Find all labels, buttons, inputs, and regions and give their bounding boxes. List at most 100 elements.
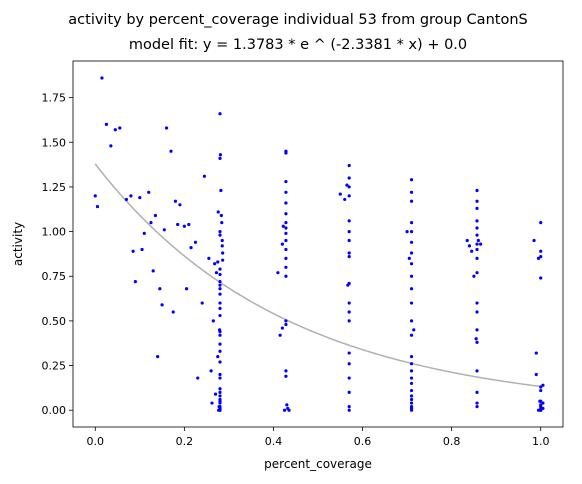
data-point	[218, 376, 222, 380]
data-point	[475, 199, 479, 203]
data-point	[475, 310, 479, 314]
data-point	[147, 190, 151, 194]
data-point	[347, 163, 351, 168]
data-point	[218, 360, 222, 364]
data-point	[409, 190, 414, 194]
data-point	[407, 256, 411, 260]
data-point	[218, 229, 222, 234]
data-point	[140, 247, 144, 252]
data-point	[475, 405, 479, 409]
data-point	[218, 301, 222, 305]
data-point	[285, 403, 289, 407]
data-point	[284, 369, 288, 373]
data-point	[409, 376, 414, 380]
x-tick-label: 0.2	[176, 435, 194, 448]
data-point	[218, 156, 222, 160]
fit-curve	[94, 163, 541, 388]
data-point	[218, 390, 222, 394]
data-point	[284, 226, 288, 230]
data-point	[409, 388, 414, 393]
data-point	[209, 369, 213, 373]
y-tick-label: 0.00	[42, 404, 67, 417]
data-point	[465, 238, 469, 243]
data-point	[218, 287, 222, 291]
data-point	[104, 122, 109, 127]
data-point	[133, 280, 137, 284]
y-tick-label: 1.25	[42, 181, 67, 194]
data-point	[347, 254, 351, 259]
data-point	[219, 213, 223, 218]
data-point	[409, 401, 414, 405]
chart-title: activity by percent_coverage individual …	[68, 12, 527, 28]
y-axis-label: activity	[11, 222, 25, 266]
data-point	[475, 328, 479, 332]
data-point	[218, 153, 223, 157]
data-point	[347, 238, 351, 243]
data-point	[409, 251, 414, 255]
data-point	[219, 188, 223, 193]
y-tick-label: 1.00	[42, 226, 67, 239]
data-point	[472, 274, 476, 278]
data-point	[347, 194, 351, 198]
x-tick-label: 0.6	[354, 435, 372, 448]
data-point	[409, 221, 414, 225]
y-tick-label: 0.50	[42, 315, 67, 328]
data-point	[541, 401, 545, 405]
data-point	[218, 283, 222, 287]
y-tick-label: 0.25	[42, 360, 67, 373]
data-point	[345, 183, 349, 187]
data-point	[347, 376, 351, 380]
data-point	[475, 369, 479, 373]
data-point	[218, 349, 222, 353]
data-point	[474, 337, 478, 341]
data-point	[160, 303, 164, 307]
data-point	[200, 301, 204, 305]
data-point	[536, 408, 541, 412]
data-point	[539, 399, 543, 403]
data-point	[109, 144, 113, 148]
data-point	[216, 260, 220, 264]
data-point	[171, 310, 175, 314]
data-point	[211, 319, 215, 323]
data-point	[158, 287, 162, 291]
data-point	[536, 256, 541, 260]
data-point	[409, 333, 414, 337]
data-point	[176, 222, 180, 227]
data-point	[218, 387, 222, 391]
data-point	[218, 292, 222, 296]
data-point	[347, 185, 351, 189]
data-point	[218, 333, 222, 337]
data-point	[284, 319, 288, 323]
data-point	[196, 376, 200, 380]
data-point	[216, 355, 220, 359]
data-point	[149, 221, 153, 225]
data-point	[409, 178, 414, 182]
data-point	[124, 197, 129, 202]
data-point	[218, 267, 222, 271]
data-point	[220, 221, 224, 225]
data-point	[218, 401, 222, 405]
data-point	[539, 221, 543, 225]
data-point	[187, 222, 191, 227]
y-tick-label: 0.75	[42, 270, 67, 283]
data-point	[409, 362, 414, 366]
data-point	[213, 392, 218, 396]
chart-subtitle: model fit: y = 1.3783 * e ^ (-2.3381 * x…	[129, 37, 467, 53]
data-point	[169, 149, 173, 153]
data-point	[409, 240, 414, 244]
data-point	[220, 238, 224, 243]
data-point	[347, 408, 351, 412]
x-tick-label: 0.0	[87, 435, 105, 448]
data-point	[138, 196, 142, 200]
data-point	[281, 224, 285, 228]
data-point	[193, 240, 198, 244]
data-point	[475, 188, 479, 193]
data-point	[475, 242, 479, 246]
data-point	[475, 340, 479, 344]
data-point	[475, 390, 479, 394]
data-point	[189, 246, 193, 250]
data-point	[216, 210, 220, 214]
data-point	[284, 221, 288, 225]
data-point	[409, 229, 414, 234]
